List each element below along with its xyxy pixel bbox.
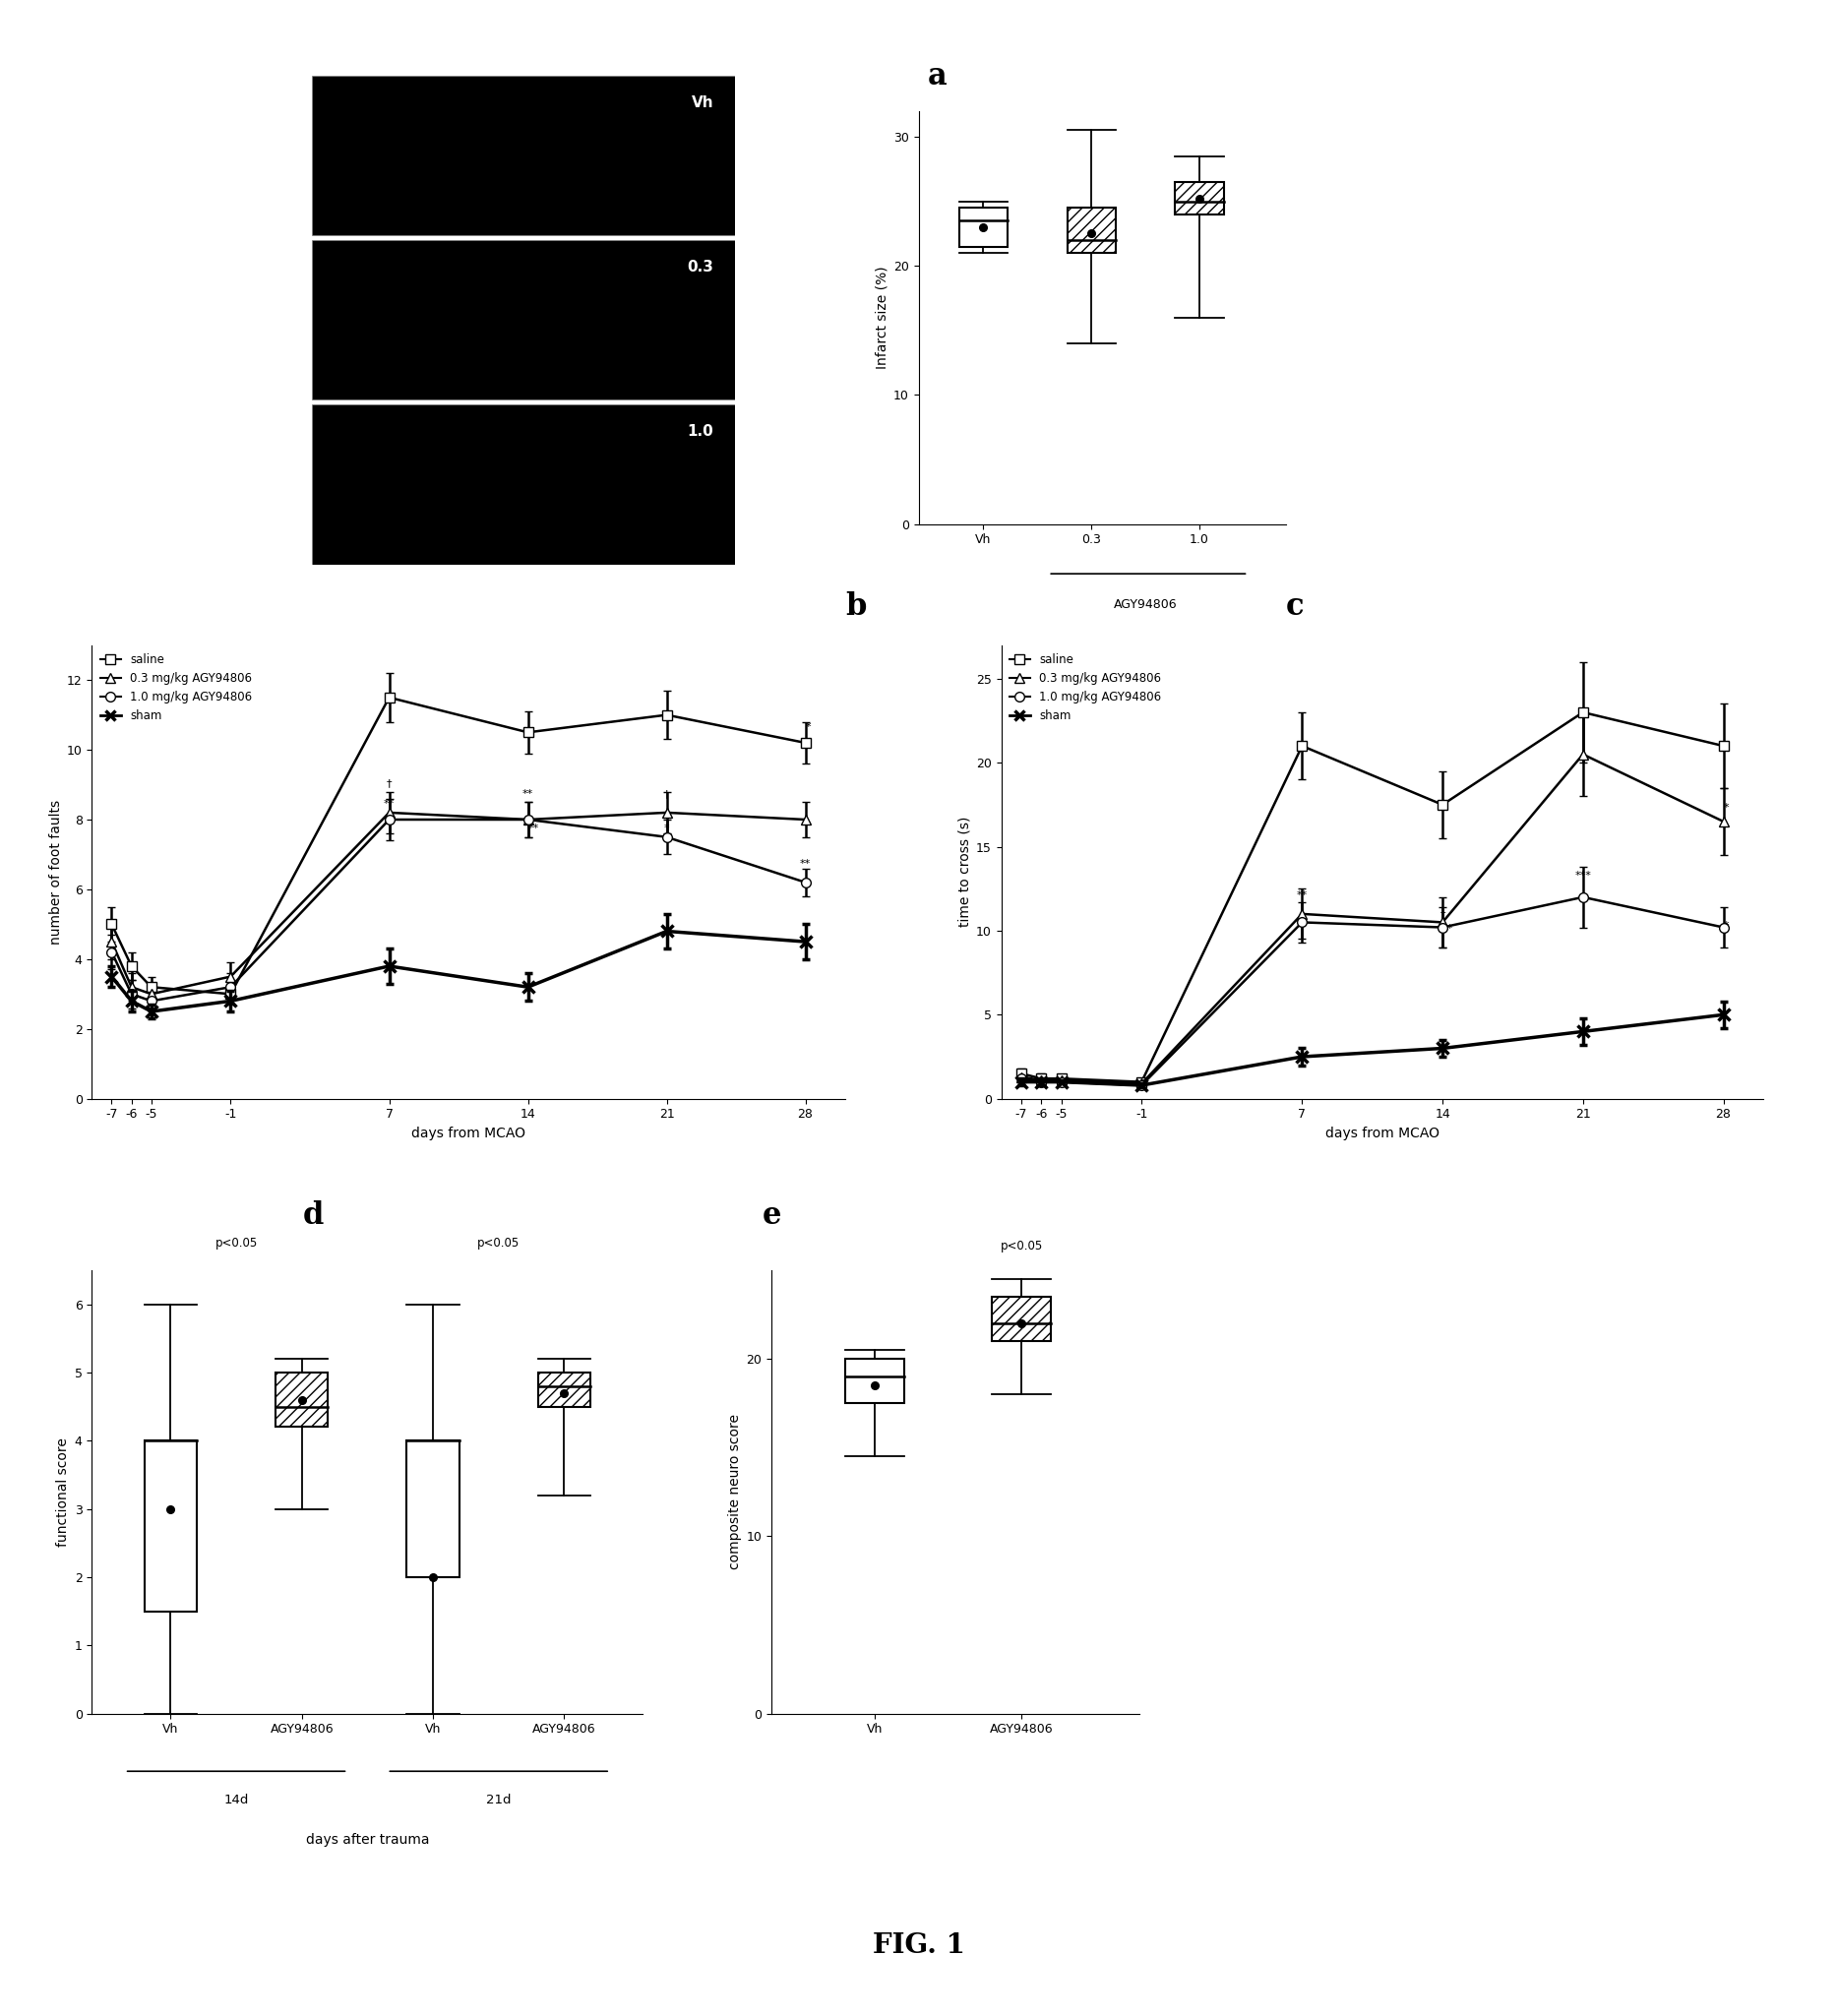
- Text: c: c: [1286, 591, 1304, 621]
- Bar: [145, 1441, 197, 1611]
- Legend: saline, 0.3 mg/kg AGY94806, 1.0 mg/kg AGY94806, sham: saline, 0.3 mg/kg AGY94806, 1.0 mg/kg AG…: [97, 651, 255, 724]
- Text: **: **: [799, 859, 810, 869]
- Y-axis label: number of foot faults: number of foot faults: [50, 800, 62, 943]
- Text: FIG. 1: FIG. 1: [873, 1931, 964, 1960]
- Bar: [992, 1296, 1051, 1341]
- Text: *: *: [1723, 921, 1729, 931]
- X-axis label: days from MCAO: days from MCAO: [1324, 1127, 1440, 1141]
- Text: †: †: [386, 778, 391, 788]
- Bar: [845, 1359, 904, 1403]
- Text: p<0.05: p<0.05: [999, 1240, 1043, 1252]
- Text: days after trauma: days after trauma: [305, 1833, 430, 1847]
- Text: *: *: [1723, 802, 1729, 812]
- Text: Vh: Vh: [691, 95, 715, 111]
- Y-axis label: time to cross (s): time to cross (s): [959, 816, 972, 927]
- Text: p<0.05: p<0.05: [215, 1238, 257, 1250]
- Bar: [312, 405, 735, 564]
- Text: 21d: 21d: [487, 1794, 511, 1806]
- Legend: saline, 0.3 mg/kg AGY94806, 1.0 mg/kg AGY94806, sham: saline, 0.3 mg/kg AGY94806, 1.0 mg/kg AG…: [1007, 651, 1165, 724]
- Text: p<0.05: p<0.05: [478, 1238, 520, 1250]
- Text: 0.3: 0.3: [687, 260, 715, 274]
- Bar: [312, 240, 735, 399]
- Bar: [1067, 208, 1115, 252]
- Bar: [276, 1373, 329, 1427]
- Text: 1.0: 1.0: [687, 425, 715, 439]
- Text: e: e: [762, 1200, 781, 1230]
- Bar: [538, 1373, 590, 1407]
- X-axis label: days from MCAO: days from MCAO: [411, 1127, 525, 1141]
- Text: **: **: [527, 825, 538, 833]
- Text: ***: ***: [1574, 871, 1591, 881]
- Text: 14d: 14d: [224, 1794, 248, 1806]
- Text: d: d: [303, 1200, 323, 1230]
- Bar: [959, 208, 1009, 246]
- Text: **: **: [1297, 891, 1308, 901]
- Text: *: *: [663, 825, 669, 833]
- Text: **: **: [522, 788, 533, 798]
- Text: †: †: [1440, 909, 1446, 919]
- Text: AGY94806: AGY94806: [1113, 599, 1178, 611]
- Y-axis label: composite neuro score: composite neuro score: [729, 1413, 742, 1570]
- Text: †: †: [663, 788, 669, 798]
- Text: b: b: [845, 591, 865, 621]
- Bar: [406, 1441, 459, 1577]
- Text: a: a: [928, 60, 948, 91]
- Y-axis label: functional score: functional score: [57, 1437, 70, 1546]
- Y-axis label: Infarct size (%): Infarct size (%): [876, 266, 889, 369]
- Bar: [1176, 181, 1223, 214]
- Text: **: **: [1442, 923, 1453, 933]
- Text: *: *: [805, 722, 810, 732]
- Text: **: **: [384, 798, 395, 808]
- Bar: [312, 75, 735, 236]
